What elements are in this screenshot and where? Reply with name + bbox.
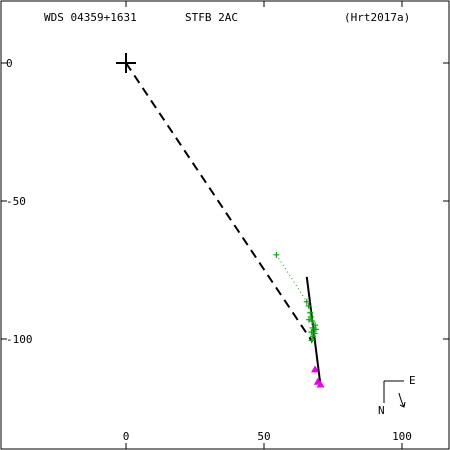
green-plus-point: [308, 337, 315, 344]
motion-arrow-icon: [398, 392, 406, 408]
y-tick-label: 0: [6, 57, 13, 70]
compass: E N: [378, 374, 416, 417]
magenta-triangle-point: [311, 365, 320, 373]
green-plus-point: [309, 318, 316, 325]
compass-east-label: E: [409, 374, 416, 387]
y-tick-label: -50: [6, 195, 26, 208]
green-plus-point: [309, 324, 316, 331]
green-plus-point: [305, 302, 312, 309]
compass-north-label: N: [378, 404, 385, 417]
magenta-triangle-point: [316, 380, 325, 388]
green-plus-point: [303, 298, 310, 305]
reference-code: (Hrt2017a): [344, 11, 410, 24]
green-plus-point: [312, 326, 319, 333]
data-series: [116, 53, 325, 388]
orbit-segment-line: [305, 276, 322, 387]
green-plus-point: [273, 251, 280, 258]
green-plus-point: [305, 316, 312, 323]
dashed-separation-line: [125, 62, 314, 343]
primary-star-marker: [116, 53, 136, 73]
discoverer-code: STFB 2AC: [185, 11, 238, 24]
wds-id: WDS 04359+1631: [44, 11, 137, 24]
y-tick-label: -100: [6, 333, 33, 346]
green-plus-point: [309, 333, 316, 340]
x-tick-label: 100: [392, 430, 412, 443]
green-plus-point: [308, 329, 315, 336]
x-tick-label: 0: [123, 430, 130, 443]
x-tick-label: 50: [257, 430, 270, 443]
